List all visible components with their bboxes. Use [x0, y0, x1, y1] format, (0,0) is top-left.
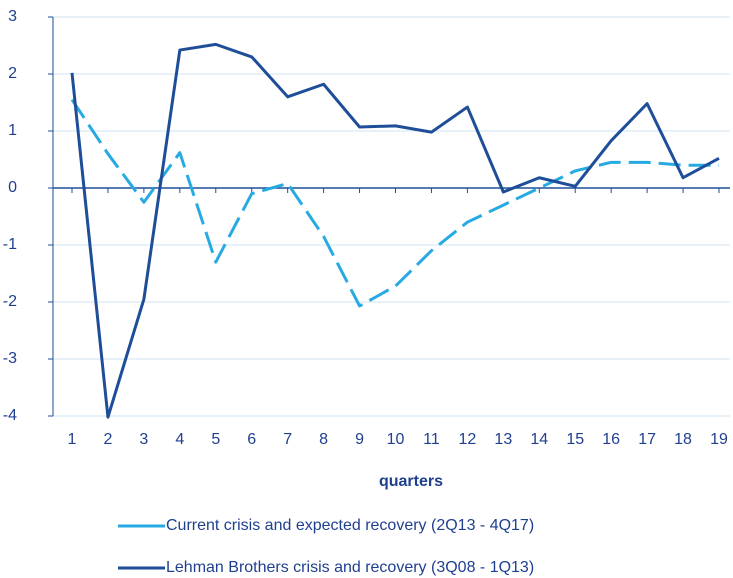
y-tick-label: 1	[8, 122, 17, 139]
x-tick-label: 8	[319, 431, 328, 448]
y-tick-label: -3	[3, 350, 17, 367]
x-tick-label: 2	[103, 431, 112, 448]
line-series	[70, 98, 719, 308]
y-tick-label: 0	[8, 179, 17, 196]
x-tick-label: 14	[530, 431, 548, 448]
x-tick-label: 16	[602, 431, 620, 448]
x-tick-label: 12	[458, 431, 476, 448]
x-tick-label: 11	[423, 431, 440, 448]
x-tick-label: 7	[283, 431, 292, 448]
x-tick-label: 13	[494, 431, 512, 448]
x-tick-label: 10	[387, 431, 405, 448]
x-tick-label: 6	[247, 431, 256, 448]
legend-label: Current crisis and expected recovery (2Q…	[166, 517, 534, 534]
x-tick-label: 17	[638, 431, 656, 448]
x-tick-label: 15	[566, 431, 584, 448]
x-axis-label: quarters	[379, 473, 443, 490]
x-tick-label: 18	[674, 431, 692, 448]
y-tick-label: -1	[3, 236, 17, 253]
x-tick-label: 3	[139, 431, 148, 448]
line-series	[70, 42, 720, 419]
x-tick-label: 19	[710, 431, 728, 448]
x-tick-label: 5	[211, 431, 220, 448]
y-tick-label: 3	[8, 8, 17, 25]
legend-label: Lehman Brothers crisis and recovery (3Q0…	[166, 559, 534, 576]
y-tick-label: 2	[8, 65, 17, 82]
x-tick-label: 4	[175, 431, 184, 448]
x-tick-label: 1	[68, 431, 77, 448]
x-tick-label: 9	[355, 431, 364, 448]
y-tick-label: -4	[3, 407, 17, 424]
y-tick-label: -2	[3, 293, 17, 310]
